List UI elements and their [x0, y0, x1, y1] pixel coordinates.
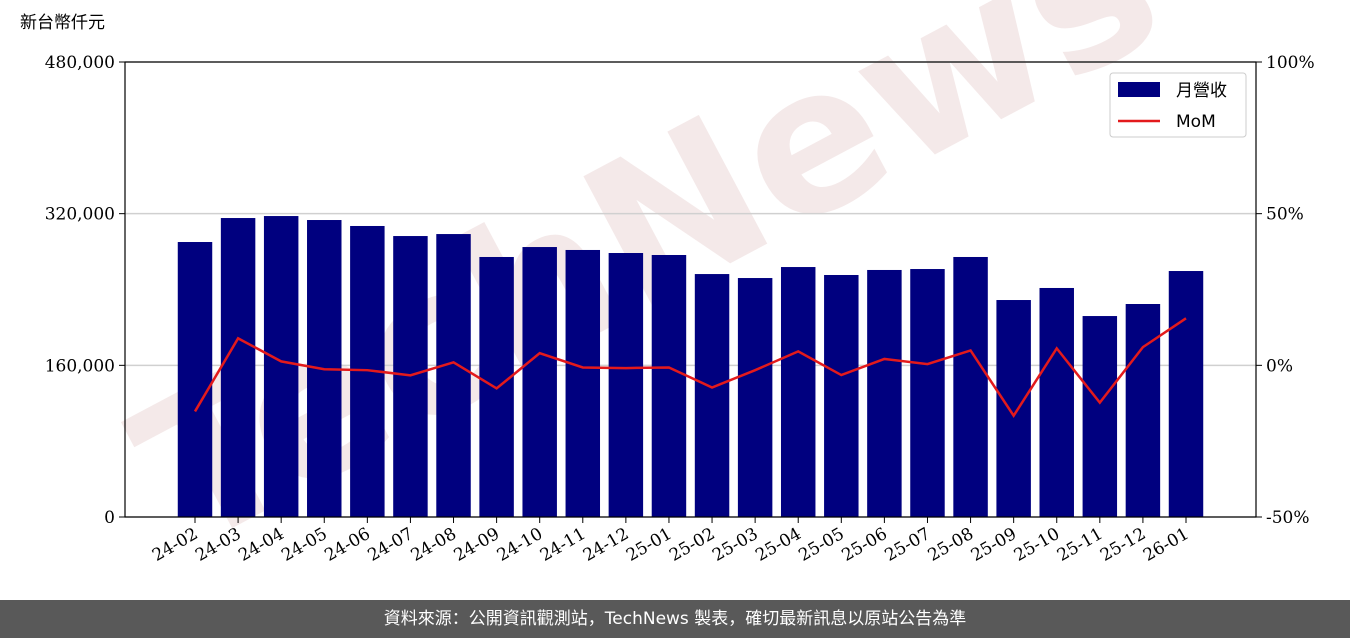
y-tick-label: 480,000: [45, 53, 115, 73]
bar: [867, 269, 902, 517]
bar: [694, 274, 730, 517]
bar: [996, 300, 1031, 517]
x-tick-label: 25-09: [968, 524, 1020, 566]
legend: 月營收 MoM: [1109, 72, 1247, 138]
y-tick-label: 320,000: [45, 205, 115, 225]
bar: [824, 274, 859, 517]
x-tick-label: 24-09: [451, 524, 503, 566]
x-tick-label: 25-08: [925, 524, 977, 566]
bar: [436, 234, 471, 517]
y-axis-label: 新台幣仟元: [20, 13, 105, 33]
x-tick-label: 25-02: [666, 524, 718, 566]
x-tick-label: 25-10: [1011, 524, 1063, 566]
bar: [522, 247, 557, 518]
bar: [177, 242, 213, 517]
x-tick-label: 25-04: [752, 524, 804, 566]
bar: [737, 278, 773, 517]
bar: [910, 269, 945, 517]
chart: 新台幣仟元 TechNews 0160,000320,000480,000-50…: [20, 0, 1315, 594]
x-tick-label: 25-12: [1097, 524, 1149, 566]
bar: [780, 267, 816, 517]
y2-tick-label: 100%: [1266, 53, 1315, 73]
bar: [651, 254, 687, 517]
bar: [1168, 271, 1204, 517]
x-tick-label: 25-03: [709, 524, 761, 566]
footer: 資料來源：公開資訊觀測站，TechNews 製表，確切最新訊息以原站公告為準: [0, 600, 1350, 638]
legend-label: 月營收: [1176, 81, 1227, 101]
y-tick-label: 160,000: [45, 356, 115, 376]
x-tick-label: 25-11: [1054, 524, 1106, 566]
x-tick-label: 25-01: [623, 524, 675, 566]
y-tick-label: 0: [104, 508, 115, 528]
bar: [1039, 287, 1074, 517]
bar: [263, 216, 299, 518]
bar: [1082, 316, 1118, 517]
x-tick-label: 26-01: [1140, 524, 1192, 566]
x-tick-label: 24-11: [537, 524, 589, 566]
x-tick-label: 24-08: [408, 524, 460, 566]
bar: [565, 249, 601, 518]
bar: [1125, 304, 1161, 517]
legend-label: MoM: [1176, 112, 1216, 132]
y2-tick-label: 50%: [1266, 205, 1304, 225]
y2-tick-label: -50%: [1266, 508, 1310, 528]
x-tick-label: 25-05: [795, 524, 847, 566]
x-tick-label: 24-10: [494, 524, 546, 566]
bar: [220, 218, 256, 517]
bar: [953, 256, 988, 517]
x-tick-label: 25-07: [882, 524, 934, 566]
bar: [608, 253, 644, 518]
x-tick-label: 24-12: [580, 524, 632, 566]
legend-swatch: [1118, 82, 1160, 97]
line: [193, 317, 1187, 418]
x-tick-label: 24-07: [364, 524, 416, 566]
x-tick-label: 25-06: [838, 524, 890, 566]
y2-tick-label: 0%: [1266, 356, 1293, 376]
plot-frame: [124, 61, 1257, 518]
